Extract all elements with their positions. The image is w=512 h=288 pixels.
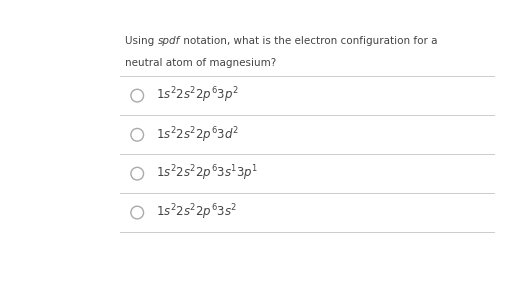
Text: $1s^22s^22p^63p^2$: $1s^22s^22p^63p^2$ bbox=[156, 86, 239, 105]
Text: $1s^22s^22p^63s^2$: $1s^22s^22p^63s^2$ bbox=[156, 203, 238, 222]
Text: notation, what is the electron configuration for a: notation, what is the electron configura… bbox=[180, 36, 438, 46]
Text: Using: Using bbox=[125, 36, 158, 46]
Text: spdf: spdf bbox=[158, 36, 180, 46]
Text: $1s^22s^22p^63s^13p^1$: $1s^22s^22p^63s^13p^1$ bbox=[156, 164, 259, 183]
Text: $1s^22s^22p^63d^2$: $1s^22s^22p^63d^2$ bbox=[156, 125, 239, 145]
Text: neutral atom of magnesium?: neutral atom of magnesium? bbox=[125, 58, 276, 68]
